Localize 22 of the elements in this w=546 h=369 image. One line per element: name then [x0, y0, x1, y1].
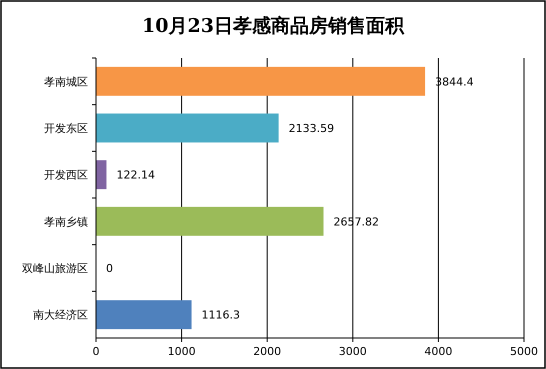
y-tick-label: 南大经济区 — [33, 308, 88, 322]
bar — [96, 206, 324, 236]
bar — [96, 160, 106, 190]
data-label: 122.14 — [116, 168, 155, 182]
y-tick-label: 开发西区 — [44, 168, 88, 182]
data-label: 1116.3 — [202, 308, 240, 322]
bar — [96, 114, 279, 142]
x-tick-label: 3000 — [338, 345, 367, 358]
chart-title: 10月23日孝感商品房销售面积 — [142, 15, 405, 37]
x-tick-label: 5000 — [510, 345, 538, 358]
y-tick-label: 开发东区 — [44, 122, 88, 135]
x-tick-label: 1000 — [168, 345, 196, 358]
x-tick-label: 4000 — [424, 345, 452, 358]
bar — [96, 300, 192, 330]
y-tick-label: 孝南乡镇 — [44, 215, 88, 228]
y-tick-label: 双峰山旅游区 — [22, 262, 88, 275]
x-tick-label: 0 — [92, 345, 100, 358]
data-label: 2133.59 — [288, 122, 334, 135]
data-label: 0 — [106, 262, 113, 275]
y-tick-label: 孝南城区 — [44, 75, 88, 88]
bar — [96, 66, 426, 96]
x-tick-label: 2000 — [253, 345, 282, 358]
